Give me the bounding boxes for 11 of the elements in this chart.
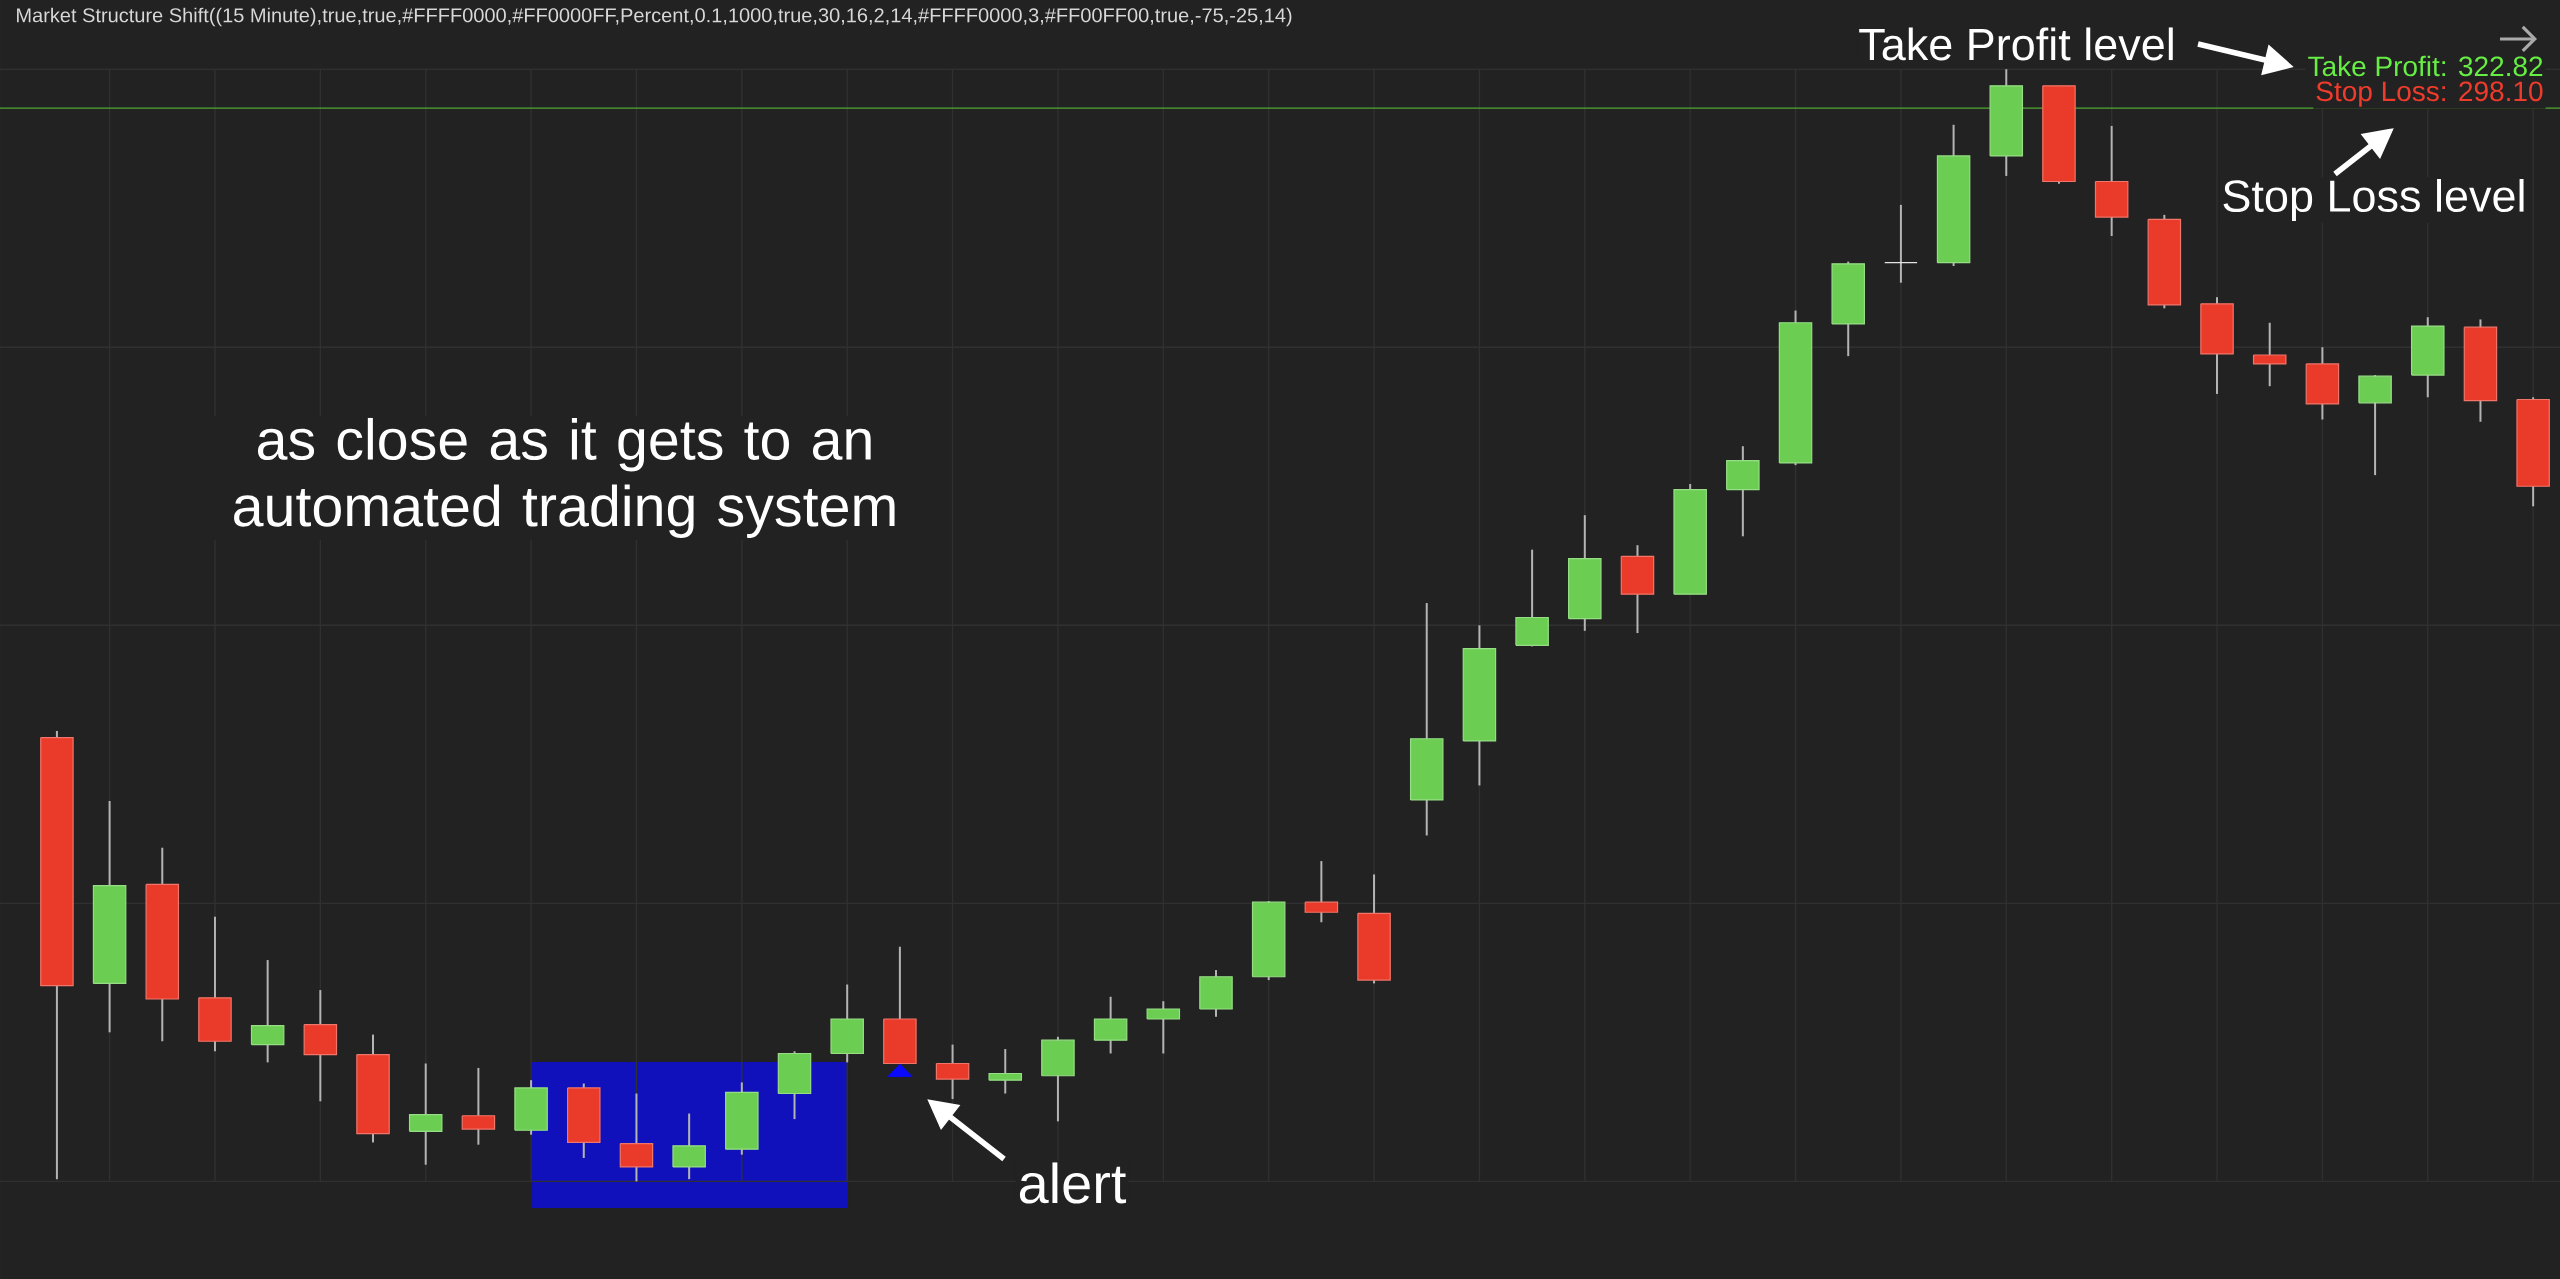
annotation: alert xyxy=(1019,1162,1127,1204)
annotation: Stop Loss level xyxy=(2223,178,2524,221)
annotation: Take Profit: 322.82 xyxy=(2308,55,2543,77)
chart-title: Market Structure Shift((15 Minute),true,true,#FFFF0000,#FF0000FF,Percent,0.1,1000,true,30,16,2,14,#FFFF0000,3,#FF00FF00,true,-75,-25,14) xyxy=(17,7,1292,27)
candlestick xyxy=(2252,321,2287,388)
candlestick xyxy=(988,1048,1023,1095)
candlestick xyxy=(1304,860,1339,924)
annotation: as close as it gets to an automated trading system xyxy=(234,417,895,539)
candlestick xyxy=(1884,203,1918,284)
text: Take Profit level xyxy=(1859,27,2173,61)
annotation: Stop Loss: 298.10 xyxy=(2316,81,2543,107)
